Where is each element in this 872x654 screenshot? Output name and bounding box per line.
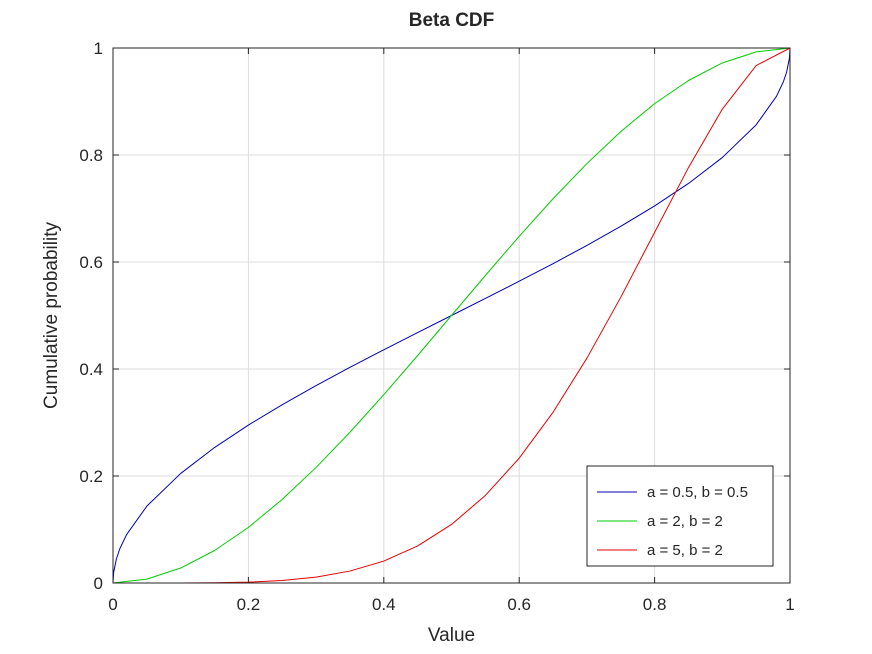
y-axis-label: Cumulative probability (41, 222, 62, 409)
legend-label-1: a = 0.5, b = 0.5 (647, 484, 748, 501)
series-line-2 (112, 47, 791, 584)
chart-title: Beta CDF (409, 10, 495, 31)
legend-label-3: a = 5, b = 2 (647, 542, 723, 559)
x-tick-label: 0 (108, 595, 117, 614)
y-tick-label: 1 (94, 39, 103, 58)
x-tick-label: 0.6 (507, 595, 531, 614)
axis-ticks: 0 0.2 0.4 0.6 0.8 1 0 0.2 0.4 0.6 0.8 1 (79, 39, 794, 614)
x-tick-label: 0.4 (372, 595, 396, 614)
legend-label-2: a = 2, b = 2 (647, 513, 723, 530)
x-tick-label: 1 (785, 595, 794, 614)
legend: a = 0.5, b = 0.5 a = 2, b = 2 a = 5, b = 2 (586, 465, 774, 567)
y-tick-label: 0 (94, 574, 103, 593)
legend-box (586, 465, 774, 567)
y-tick-label: 0.6 (79, 253, 103, 272)
x-tick-label: 0.2 (237, 595, 261, 614)
axes-box (112, 47, 791, 584)
y-tick-label: 0.4 (79, 360, 103, 379)
x-axis-label: Value (428, 625, 475, 646)
series-lines (112, 47, 791, 584)
series-line-3 (112, 47, 791, 584)
x-tick-label: 0.8 (643, 595, 667, 614)
y-tick-label: 0.8 (79, 146, 103, 165)
y-tick-label: 0.2 (79, 467, 103, 486)
